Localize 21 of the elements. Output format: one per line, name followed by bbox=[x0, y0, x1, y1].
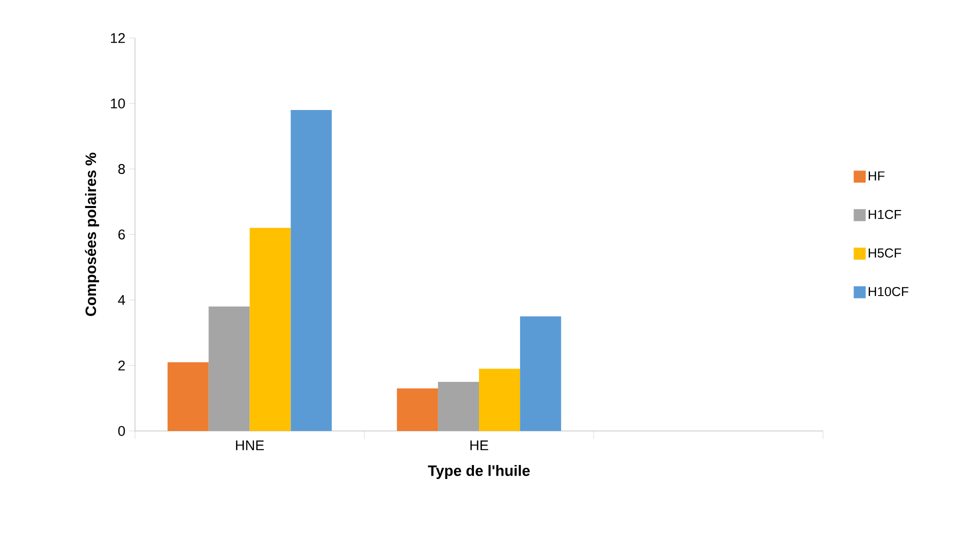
legend-label: HF bbox=[868, 171, 885, 180]
x-axis-title: Type de l'huile bbox=[428, 464, 530, 479]
bar bbox=[479, 368, 520, 431]
bar bbox=[520, 316, 562, 431]
bar bbox=[250, 228, 291, 431]
bar bbox=[396, 388, 438, 431]
legend-label: H5CF bbox=[868, 248, 902, 258]
y-tick-label: 8 bbox=[118, 164, 125, 174]
legend-label: H1CF bbox=[868, 210, 902, 220]
y-tick-label: 4 bbox=[118, 295, 126, 305]
y-tick-label: 12 bbox=[110, 33, 125, 43]
legend-label: H10CF bbox=[868, 286, 908, 296]
x-tick-label: HNE bbox=[236, 440, 264, 450]
y-axis-title: Composées polaires % bbox=[84, 152, 100, 316]
y-tick-label: 2 bbox=[118, 360, 125, 370]
bar bbox=[290, 110, 332, 431]
bar bbox=[168, 362, 209, 431]
y-tick-label: 10 bbox=[110, 98, 125, 108]
x-tick-label: HE bbox=[470, 440, 488, 450]
y-tick-label: 6 bbox=[118, 230, 125, 240]
y-tick-label: 0 bbox=[118, 426, 125, 436]
